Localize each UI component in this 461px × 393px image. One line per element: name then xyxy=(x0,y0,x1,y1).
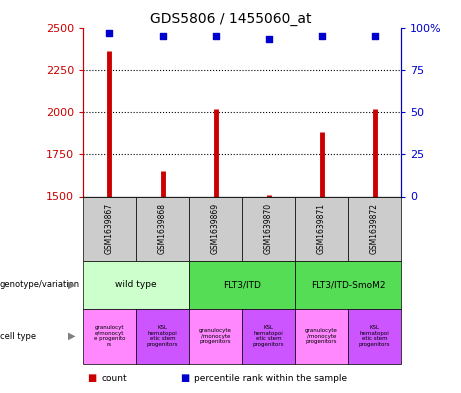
Text: granulocyt
e/monocyt
e progenito
rs: granulocyt e/monocyt e progenito rs xyxy=(94,325,125,347)
Text: FLT3/ITD-SmoM2: FLT3/ITD-SmoM2 xyxy=(311,281,385,289)
Text: ▶: ▶ xyxy=(68,280,75,290)
Text: ▶: ▶ xyxy=(68,331,75,341)
Text: granulocyte
/monocyte
progenitors: granulocyte /monocyte progenitors xyxy=(199,328,232,344)
Text: GSM1639867: GSM1639867 xyxy=(105,203,114,255)
Text: GSM1639872: GSM1639872 xyxy=(370,204,379,254)
Text: granulocyte
/monocyte
progenitors: granulocyte /monocyte progenitors xyxy=(305,328,338,344)
Text: genotype/variation: genotype/variation xyxy=(0,281,80,289)
Text: GDS5806 / 1455060_at: GDS5806 / 1455060_at xyxy=(150,12,311,26)
Text: count: count xyxy=(101,374,127,382)
Text: percentile rank within the sample: percentile rank within the sample xyxy=(194,374,347,382)
Text: ■: ■ xyxy=(180,373,189,383)
Text: GSM1639871: GSM1639871 xyxy=(317,204,326,254)
Point xyxy=(212,33,219,39)
Text: ■: ■ xyxy=(88,373,97,383)
Text: cell type: cell type xyxy=(0,332,36,340)
Text: KSL
hematopoi
etic stem
progenitors: KSL hematopoi etic stem progenitors xyxy=(359,325,390,347)
Text: FLT3/ITD: FLT3/ITD xyxy=(223,281,261,289)
Point xyxy=(318,33,325,39)
Text: GSM1639868: GSM1639868 xyxy=(158,204,167,254)
Text: wild type: wild type xyxy=(115,281,157,289)
Point xyxy=(265,36,272,42)
Point xyxy=(371,33,378,39)
Point xyxy=(106,29,113,36)
Text: KSL
hematopoi
etic stem
progenitors: KSL hematopoi etic stem progenitors xyxy=(147,325,178,347)
Text: GSM1639870: GSM1639870 xyxy=(264,203,273,255)
Text: GSM1639869: GSM1639869 xyxy=(211,203,220,255)
Text: KSL
hematopoi
etic stem
progenitors: KSL hematopoi etic stem progenitors xyxy=(253,325,284,347)
Point xyxy=(159,33,166,39)
